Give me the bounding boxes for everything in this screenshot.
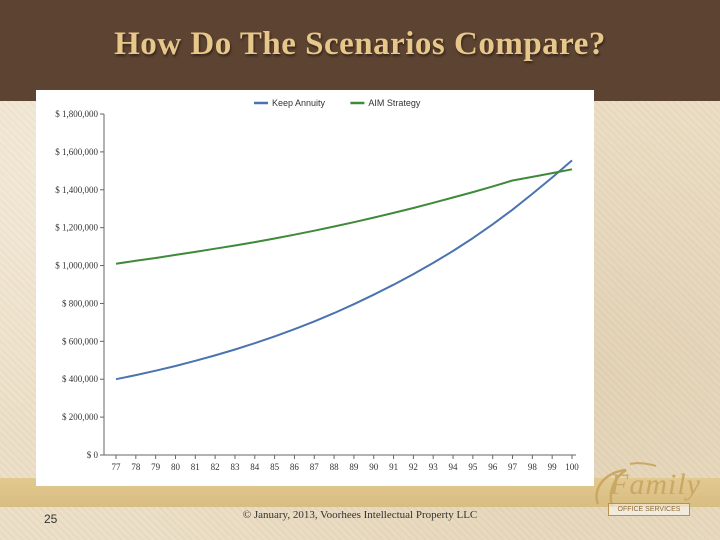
y-tick-label: $ 1,400,000 [55,185,98,195]
logo-subtitle: OFFICE SERVICES [608,503,690,516]
page-number: 25 [44,512,58,526]
y-tick-label: $ 200,000 [62,412,99,422]
y-axis: $ 0 $ 200,000 $ 400,000 $ 600,000 $ 800,000 $… [55,109,105,460]
y-tick-label: $ 600,000 [62,336,99,346]
y-tick-label: $ 1,000,000 [55,261,98,271]
y-tick-label: $ 1,800,000 [55,109,98,119]
line-chart: $ 0 $ 200,000 $ 400,000 $ 600,000 $ 800,000 $… [55,98,579,472]
x-tick-label: 90 [369,462,379,472]
x-tick-label: 86 [290,462,300,472]
chart-panel: $ 0 $ 200,000 $ 400,000 $ 600,000 $ 800,000 $… [36,90,594,486]
x-tick-label: 78 [131,462,141,472]
legend-label-aim-strategy: AIM Strategy [368,98,421,108]
y-tick-label: $ 400,000 [62,374,99,384]
x-tick-label: 79 [151,462,161,472]
x-tick-label: 97 [508,462,518,472]
x-tick-label: 85 [270,462,280,472]
x-tick-label: 96 [488,462,498,472]
legend: Keep Annuity AIM Strategy [254,98,421,108]
x-tick-label: 88 [330,462,340,472]
logo-wordmark: Family [610,468,701,501]
x-tick-label: 91 [389,462,398,472]
series-lines [115,159,573,381]
x-tick-label: 95 [468,462,478,472]
y-tick-label: $ 0 [87,450,99,460]
family-office-logo-icon [595,462,657,507]
x-tick-label: 93 [429,462,439,472]
x-tick-label: 80 [171,462,181,472]
x-tick-label: 84 [250,462,259,472]
x-tick-label: 87 [310,462,320,472]
x-tick-label: 81 [191,462,200,472]
x-tick-label: 89 [349,462,359,472]
copyright-notice: © January, 2013, Voorhees Intellectual P… [242,509,478,521]
legend-label-keep-annuity: Keep Annuity [272,98,326,108]
x-tick-label: 77 [112,462,122,472]
y-tick-label: $ 1,600,000 [55,147,98,157]
title-band [0,0,720,101]
y-tick-label: $ 800,000 [62,298,99,308]
slide-title: How Do The Scenarios Compare? [114,26,606,62]
y-tick-label: $ 1,200,000 [55,223,98,233]
series-line-keep-annuity [115,159,573,381]
x-axis: 77 78 79 80 81 82 83 84 85 86 87 88 89 90 91 92 93 94 95 96… [104,454,579,472]
x-tick-label: 83 [230,462,240,472]
x-tick-label: 98 [528,462,538,472]
x-tick-label: 92 [409,462,418,472]
x-tick-label: 100 [565,462,579,472]
x-tick-label: 82 [211,462,220,472]
series-line-aim-strategy [115,168,573,265]
x-tick-label: 94 [449,462,459,472]
x-tick-label: 99 [548,462,558,472]
